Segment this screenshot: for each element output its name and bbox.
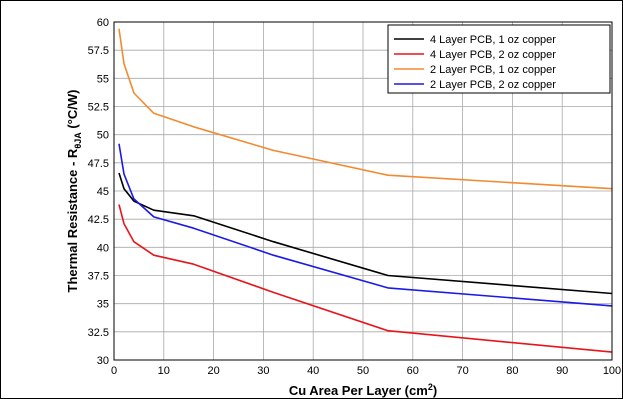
y-axis-title-main: Thermal Resistance - R	[65, 148, 80, 292]
y-tick-label: 50	[97, 130, 109, 142]
y-axis-title-subscript: θJA	[73, 132, 83, 149]
x-tick-label: 70	[456, 365, 468, 377]
x-tick-label: 10	[158, 365, 170, 377]
y-tick-label: 40	[97, 242, 109, 254]
y-axis-title: Thermal Resistance - RθJA (°C/W)	[65, 90, 83, 293]
y-tick-label: 47.5	[88, 158, 109, 170]
x-axis-title-main: Cu Area Per Layer (cm	[289, 383, 428, 398]
y-tick-label: 32.5	[88, 327, 109, 339]
y-tick-label: 57.5	[88, 45, 109, 57]
y-tick-label: 52.5	[88, 102, 109, 114]
y-tick-label: 60	[97, 17, 109, 29]
x-tick-labels: 0 10 20 30 40 50 60 70 80 90 100	[111, 365, 621, 377]
y-axis-title-tail: (°C/W)	[65, 90, 80, 133]
x-axis-title-tail: )	[433, 383, 437, 398]
x-tick-label: 40	[307, 365, 319, 377]
y-tick-label: 37.5	[88, 271, 109, 283]
legend: 4 Layer PCB, 1 oz copper 4 Layer PCB, 2 o…	[387, 24, 611, 94]
y-tick-label: 42.5	[88, 214, 109, 226]
series-line-3	[118, 28, 613, 190]
x-tick-label: 0	[111, 365, 117, 377]
y-tick-label: 30	[97, 355, 109, 367]
x-tick-label: 100	[603, 365, 621, 377]
plot-area	[113, 21, 613, 361]
legend-label-3: 2 Layer PCB, 1 oz copper	[430, 64, 556, 76]
y-tick-label: 55	[97, 73, 109, 85]
x-axis-title-superscript: 2	[428, 382, 433, 392]
series-line-1	[118, 172, 613, 295]
series-line-2	[118, 204, 613, 353]
x-tick-label: 90	[556, 365, 568, 377]
x-tick-label: 50	[357, 365, 369, 377]
series-lines	[118, 28, 613, 353]
legend-label-4: 2 Layer PCB, 2 oz copper	[430, 79, 556, 91]
legend-label-2: 4 Layer PCB, 2 oz copper	[430, 49, 556, 61]
x-tick-label: 20	[207, 365, 219, 377]
y-tick-label: 35	[97, 299, 109, 311]
x-tick-label: 60	[407, 365, 419, 377]
x-axis-title: Cu Area Per Layer (cm2)	[289, 382, 437, 398]
legend-label-1: 4 Layer PCB, 1 oz copper	[430, 34, 556, 46]
series-line-4	[118, 143, 613, 307]
y-tick-labels: 30 32.5 35 37.5 40 42.5 45 47.5 50 52.5 55 57.5 60	[88, 17, 109, 367]
x-tick-label: 30	[257, 365, 269, 377]
x-tick-label: 80	[506, 365, 518, 377]
y-tick-label: 45	[97, 186, 109, 198]
legend-box	[387, 24, 611, 94]
